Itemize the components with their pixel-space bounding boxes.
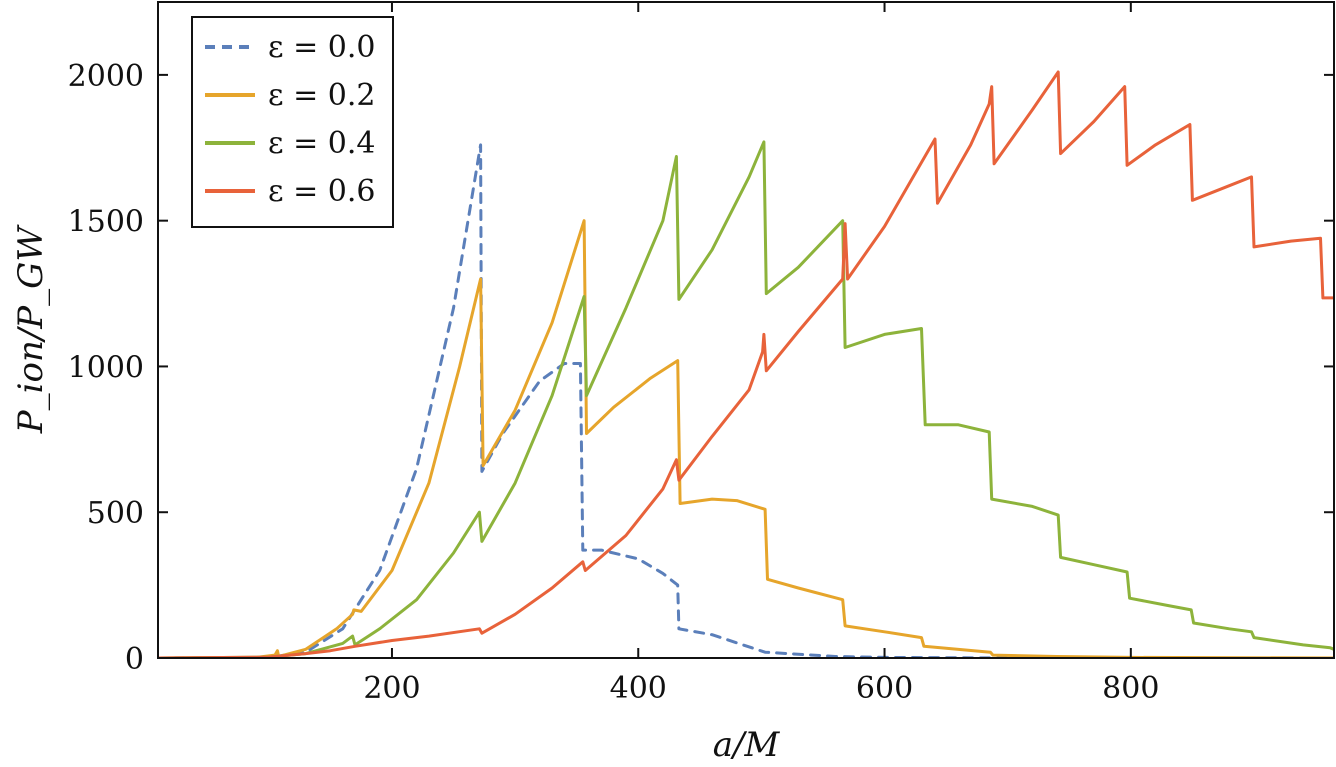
series-line-3 xyxy=(158,70,1334,658)
tick-labels: 200 400 600 800 0 500 1000 1500 2000 xyxy=(68,59,1160,706)
series-line-2 xyxy=(158,140,1334,658)
legend-label: ε = 0.6 xyxy=(268,174,375,209)
legend: ε = 0.0 ε = 0.2 ε = 0.4 ε = 0.6 xyxy=(191,16,394,228)
y-axis-title: P_ion/P_GW xyxy=(11,224,51,435)
series-line-1 xyxy=(158,219,1334,658)
legend-label: ε = 0.4 xyxy=(268,126,375,161)
axis-ticks xyxy=(158,2,1334,659)
y-tick-label: 2000 xyxy=(68,59,144,94)
x-axis-title: a/M xyxy=(713,725,781,765)
plot-frame xyxy=(157,1,1335,659)
y-tick-label: 1000 xyxy=(68,350,144,385)
plot-lines xyxy=(158,70,1334,658)
series-line-0 xyxy=(158,143,1334,658)
legend-label: ε = 0.2 xyxy=(268,78,375,113)
x-tick-label: 800 xyxy=(1102,671,1159,706)
legend-label: ε = 0.0 xyxy=(268,30,375,65)
svg-text:P_ion/P_GW: P_ion/P_GW xyxy=(11,224,51,435)
x-tick-label: 600 xyxy=(856,671,913,706)
y-tick-label: 0 xyxy=(125,642,144,677)
y-tick-label: 500 xyxy=(87,496,144,531)
x-tick-label: 200 xyxy=(363,671,420,706)
y-tick-label: 1500 xyxy=(68,205,144,240)
x-tick-label: 400 xyxy=(610,671,667,706)
legend-items: ε = 0.0 ε = 0.2 ε = 0.4 ε = 0.6 xyxy=(205,30,375,209)
